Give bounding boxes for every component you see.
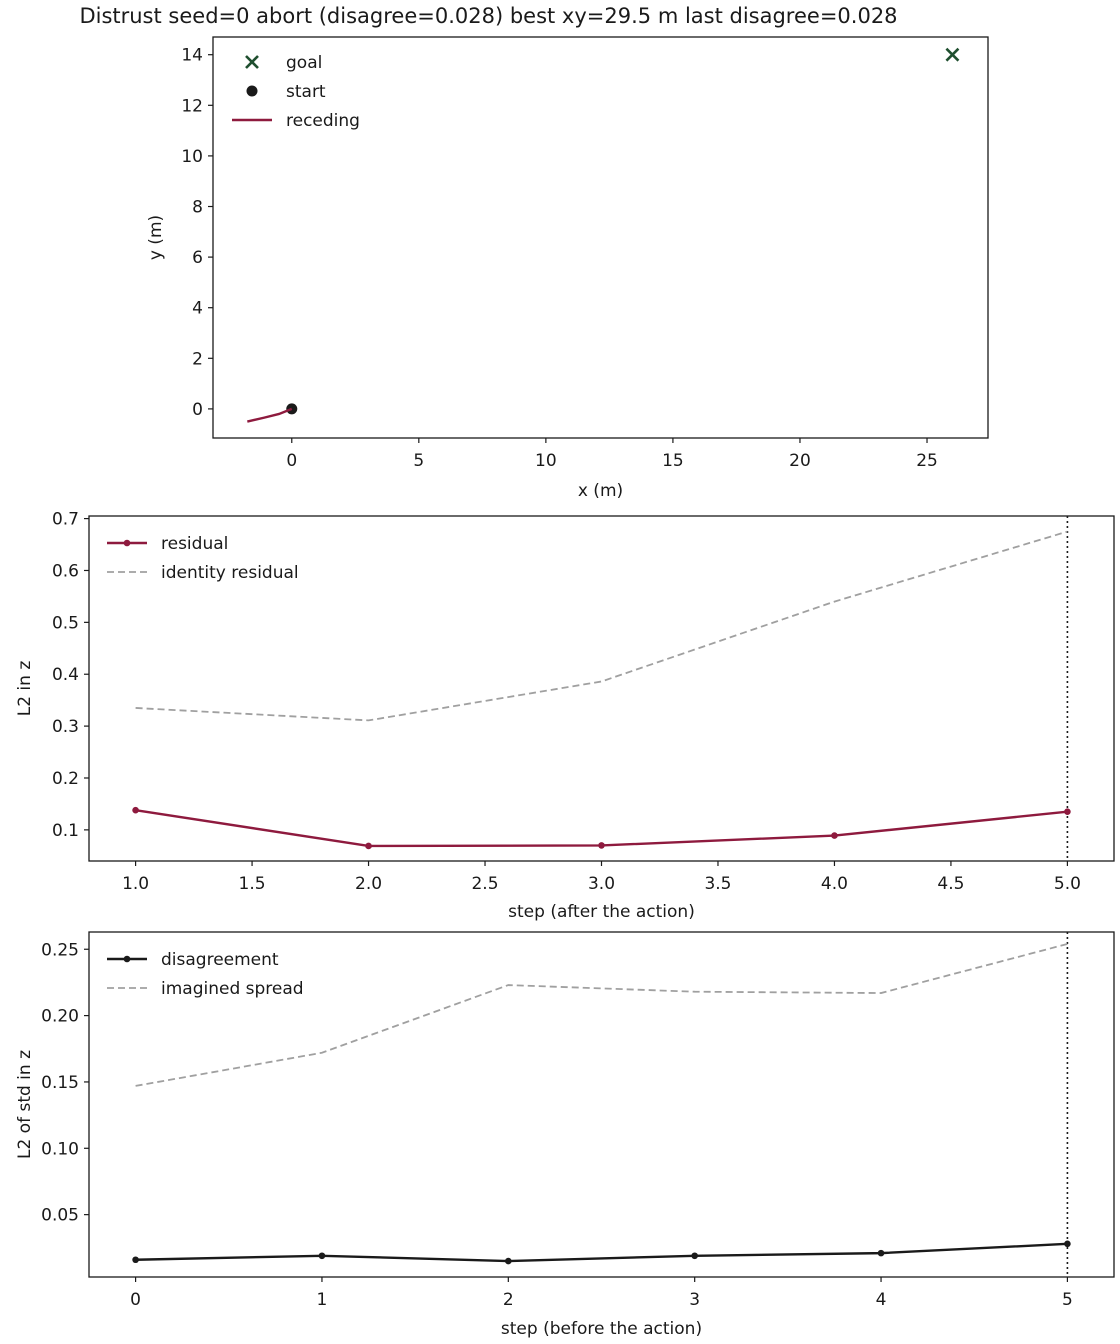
legend-item: start <box>246 82 326 102</box>
x-tick-label: 20 <box>789 451 811 471</box>
data-point <box>505 1257 512 1265</box>
x-tick-label: 5 <box>1062 1290 1073 1310</box>
x-tick-label: 5 <box>413 451 424 471</box>
x-tick-label: 2.5 <box>471 874 498 894</box>
series-disagreement <box>132 1240 1071 1265</box>
y-tick-label: 0.10 <box>41 1139 79 1159</box>
y-tick-label: 14 <box>181 46 203 66</box>
legend-item: receding <box>232 111 360 131</box>
y-tick-label: 12 <box>181 96 203 116</box>
x-tick-label: 2 <box>503 1290 514 1310</box>
y-tick-label: 2 <box>192 349 203 369</box>
y-tick-label: 0.2 <box>52 769 79 789</box>
plot-frame <box>88 931 1115 1278</box>
y-tick-label: 0.3 <box>52 717 79 737</box>
x-axis-label: step (after the action) <box>508 902 695 922</box>
series-line <box>135 1242 1068 1263</box>
x-tick-label: 10 <box>535 451 557 471</box>
series-imagined-spread <box>135 943 1068 1087</box>
x-tick-label: 3.0 <box>588 874 615 894</box>
chart-panel-1: Distrust seed=0 abort (disagree=0.028) b… <box>79 4 989 501</box>
legend-label: identity residual <box>161 563 299 583</box>
legend-label: residual <box>161 534 228 554</box>
y-tick-label: 0.6 <box>52 561 79 581</box>
series-receding <box>247 407 293 423</box>
x-tick-label: 25 <box>916 451 938 471</box>
legend-label: goal <box>286 53 322 73</box>
x-tick-label: 3 <box>689 1290 700 1310</box>
data-point <box>1064 808 1071 816</box>
y-axis-label: L2 in z <box>15 661 35 717</box>
y-tick-label: 0.1 <box>52 821 79 841</box>
data-point <box>132 1256 139 1264</box>
y-tick-label: 4 <box>192 299 203 319</box>
y-tick-label: 0.15 <box>41 1073 79 1093</box>
legend-label: imagined spread <box>161 979 304 999</box>
legend: goal start receding <box>232 53 360 131</box>
y-tick-label: 0.20 <box>41 1007 79 1027</box>
plot-frame <box>212 36 989 439</box>
series-goal <box>945 47 960 62</box>
data-point <box>365 842 372 850</box>
legend-swatch <box>246 85 258 97</box>
legend-label: start <box>286 82 326 102</box>
legend: residual identity residual <box>107 534 299 583</box>
series-line <box>135 530 1068 722</box>
x-axis-label: x (m) <box>578 481 623 501</box>
y-axis-label: y (m) <box>146 215 166 260</box>
legend-swatch-dot <box>123 955 131 963</box>
legend-label: receding <box>286 111 360 131</box>
legend-item: imagined spread <box>107 979 304 999</box>
series-line <box>247 407 293 423</box>
x-tick-label: 0 <box>286 451 297 471</box>
y-tick-label: 0.7 <box>52 510 79 530</box>
series-line <box>135 808 1068 848</box>
chart-title: Distrust seed=0 abort (disagree=0.028) b… <box>79 4 897 28</box>
chart-panel-3: 0 1 2 3 4 5 0.05 0.10 0.15 0.20 0.25 step (before t… <box>15 931 1115 1339</box>
data-point <box>877 1249 885 1257</box>
x-tick-label: 3.5 <box>704 874 731 894</box>
legend-item: residual <box>107 534 228 554</box>
y-tick-label: 8 <box>192 198 203 218</box>
y-tick-label: 6 <box>192 248 203 268</box>
x-tick-label: 1 <box>317 1290 328 1310</box>
y-tick-label: 0 <box>192 400 203 420</box>
legend-item: disagreement <box>107 950 279 970</box>
legend-item: goal <box>245 53 322 73</box>
data-point <box>598 842 605 849</box>
data-point <box>1064 1240 1071 1248</box>
data-point <box>318 1252 326 1260</box>
data-point <box>691 1252 698 1260</box>
chart-panel-2: 1.0 1.5 2.0 2.5 3.0 3.5 4.0 4.5 5.0 0.1 0.2 0.3 0.4 0… <box>15 510 1115 922</box>
goal-marker <box>945 47 960 62</box>
legend-swatch <box>245 55 259 69</box>
y-tick-label: 0.5 <box>52 613 79 633</box>
x-tick-label: 2.0 <box>355 874 382 894</box>
series-residual <box>132 806 1071 850</box>
y-tick-label: 0.25 <box>41 940 79 960</box>
y-axis-label: L2 of std in z <box>15 1050 35 1159</box>
y-tick-label: 0.4 <box>52 665 79 685</box>
x-tick-label: 4.0 <box>821 874 848 894</box>
y-tick-label: 0.05 <box>41 1206 79 1226</box>
x-tick-label: 15 <box>662 451 684 471</box>
x-tick-label: 0 <box>130 1290 141 1310</box>
data-point <box>831 832 838 839</box>
y-tick-label: 10 <box>181 147 203 167</box>
legend-item: identity residual <box>107 563 299 583</box>
legend-swatch-dot <box>123 539 131 547</box>
x-tick-label: 5.0 <box>1054 874 1081 894</box>
data-point <box>132 806 139 814</box>
series-line <box>135 943 1068 1087</box>
x-tick-label: 4.5 <box>937 874 964 894</box>
legend: disagreement imagined spread <box>107 950 304 999</box>
x-tick-label: 1.5 <box>239 874 266 894</box>
legend-label: disagreement <box>161 950 279 970</box>
x-tick-label: 4 <box>876 1290 887 1310</box>
x-tick-label: 1.0 <box>122 874 149 894</box>
x-axis-label: step (before the action) <box>501 1319 702 1339</box>
series-identity-residual <box>135 530 1068 722</box>
